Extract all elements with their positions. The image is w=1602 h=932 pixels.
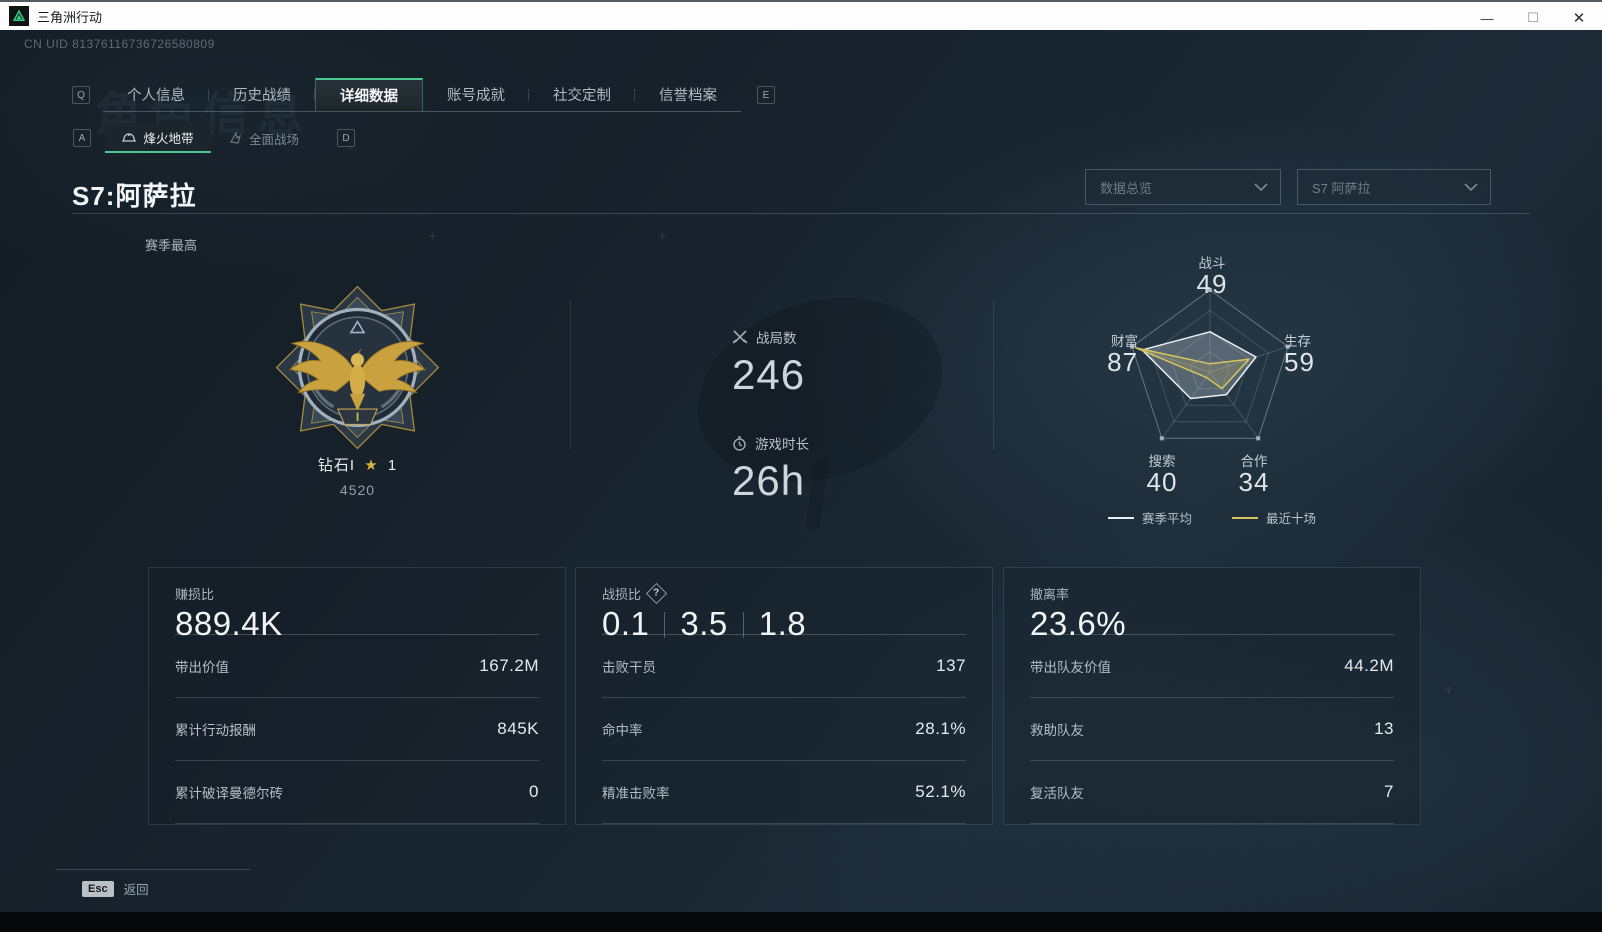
chevron-down-icon xyxy=(1464,183,1478,191)
stat-battles: 战局数 246 xyxy=(732,327,952,399)
stat-value: 246 xyxy=(732,351,806,398)
radar-axis-label-coop: 合作 xyxy=(1240,454,1268,469)
bottom-strip xyxy=(0,912,1602,932)
stat-value: 26h xyxy=(732,457,806,504)
card-title: 战损比 xyxy=(602,587,642,602)
card-kd-ratio: 战损比 ? 0.1 3.5 1.8 击败干员 137 命中率 28.1% 精准击败率 52… xyxy=(575,567,993,825)
rank-points: 4520 xyxy=(339,482,376,498)
legend-line-yellow xyxy=(1232,516,1258,519)
close-button[interactable]: ✕ xyxy=(1572,10,1586,27)
key-hint-a: A xyxy=(73,129,91,147)
stat-playtime: 游戏时长 26h xyxy=(732,433,952,505)
tab-bar: 个人信息 历史战绩 详细数据 账号成就 社交定制 信誉档案 xyxy=(103,78,741,112)
radar-chart xyxy=(1130,288,1290,441)
subtab-fire-zone[interactable]: 烽火地带 xyxy=(105,123,211,153)
card-title: 撤离率 xyxy=(1030,587,1070,602)
season-best-label: 赛季最高 xyxy=(145,238,198,253)
card-value: 889.4K xyxy=(175,605,283,642)
tab-social[interactable]: 社交定制 xyxy=(529,78,635,111)
rank-star-count: 1 xyxy=(387,457,398,474)
back-button[interactable]: Esc 返回 xyxy=(82,879,149,898)
stat-row: 救助队友 13 xyxy=(1030,698,1394,761)
rank-star-icon: ★ xyxy=(364,457,379,474)
rank-badge: I xyxy=(270,280,445,455)
stat-row: 精准击败率 52.1% xyxy=(602,761,966,824)
dropdown-data-overview[interactable]: 数据总览 xyxy=(1085,169,1281,205)
battlefield-icon xyxy=(230,132,242,144)
stat-row: 带出价值 167.2M xyxy=(175,635,539,698)
radar-axis-value-wealth: 87 xyxy=(1107,347,1138,377)
rank-name: 钻石I xyxy=(317,457,356,474)
dropdown-season[interactable]: S7 阿萨拉 xyxy=(1297,169,1491,205)
card-profit-loss: 赚损比 889.4K 带出价值 167.2M 累计行动报酬 845K 累计破译曼德尔… xyxy=(148,567,566,825)
radar-axis-value-search: 40 xyxy=(1146,467,1178,497)
legend-item-season-avg: 赛季平均 xyxy=(1108,508,1192,527)
radar-axis-label-search: 搜索 xyxy=(1148,454,1176,469)
decor-cross: + xyxy=(1444,682,1453,699)
card-value: 0.1 3.5 1.8 xyxy=(602,605,807,642)
decor-cross: + xyxy=(658,228,667,245)
section-title: S7:阿萨拉 xyxy=(72,181,197,211)
radar-axis-label-survival: 生存 xyxy=(1284,334,1311,349)
stat-row: 带出队友价值 44.2M xyxy=(1030,635,1394,698)
subtab-battlefield[interactable]: 全面战场 xyxy=(211,123,317,153)
back-label: 返回 xyxy=(123,883,149,897)
tab-detailed-data[interactable]: 详细数据 xyxy=(315,78,423,111)
radar-axis-label-wealth: 财富 xyxy=(1111,334,1138,349)
card-value: 23.6% xyxy=(1030,605,1127,642)
tab-personal-info[interactable]: 个人信息 xyxy=(103,78,209,111)
radar-axis-value-survival: 59 xyxy=(1284,347,1315,377)
tab-achievements[interactable]: 账号成就 xyxy=(423,78,529,111)
svg-text:I: I xyxy=(356,410,359,424)
stat-label: 战局数 xyxy=(756,331,797,346)
helmet-icon xyxy=(122,133,137,142)
stat-row: 累计破译曼德尔砖 0 xyxy=(175,761,539,824)
decor-cross: + xyxy=(428,228,437,245)
title-bar: 三角洲行动 — ☐ ✕ xyxy=(0,0,1602,30)
tab-reputation[interactable]: 信誉档案 xyxy=(659,88,717,104)
radar-axis-label-combat: 战斗 xyxy=(1198,256,1226,271)
card-title: 赚损比 xyxy=(175,587,215,602)
main-content: 角色信息 + + + + CN UID 81376116736726580809… xyxy=(0,30,1602,912)
radar-axis-value-combat: 49 xyxy=(1196,269,1228,299)
stat-row: 复活队友 7 xyxy=(1030,761,1394,824)
minimize-button[interactable]: — xyxy=(1480,10,1494,26)
chevron-down-icon xyxy=(1254,183,1268,191)
window-title: 三角洲行动 xyxy=(37,9,103,25)
key-hint-d: D xyxy=(337,129,355,147)
satellite-dish-silhouette xyxy=(698,297,942,531)
help-icon[interactable]: ? xyxy=(645,582,668,605)
subtab-bar: 烽火地带 全面战场 xyxy=(105,123,317,153)
stopwatch-icon xyxy=(733,435,746,451)
stat-row: 累计行动报酬 845K xyxy=(175,698,539,761)
legend-item-recent: 最近十场 xyxy=(1232,508,1316,527)
radar-axis-value-coop: 34 xyxy=(1238,467,1270,497)
maximize-button[interactable]: ☐ xyxy=(1527,10,1539,25)
tab-history[interactable]: 历史战绩 xyxy=(209,78,315,111)
crossed-swords-icon xyxy=(732,329,748,344)
app-logo-icon xyxy=(9,6,29,26)
legend-line-white xyxy=(1108,516,1134,519)
stat-row: 命中率 28.1% xyxy=(602,698,966,761)
footer-divider xyxy=(55,869,250,870)
column-divider xyxy=(993,300,994,450)
esc-key-badge: Esc xyxy=(82,880,114,897)
stat-row: 击败干员 137 xyxy=(602,635,966,698)
key-hint-q: Q xyxy=(72,86,90,104)
uid-text: CN UID 81376116736726580809 xyxy=(24,37,215,51)
column-divider xyxy=(570,300,571,450)
stat-label: 游戏时长 xyxy=(755,437,809,452)
header-divider xyxy=(72,213,1530,214)
key-hint-e: E xyxy=(757,86,775,104)
rank-name-line: 钻石I ★ 1 xyxy=(250,454,465,475)
card-extraction: 撤离率 23.6% 带出队友价值 44.2M 救助队友 13 复活队友 7 xyxy=(1003,567,1421,825)
